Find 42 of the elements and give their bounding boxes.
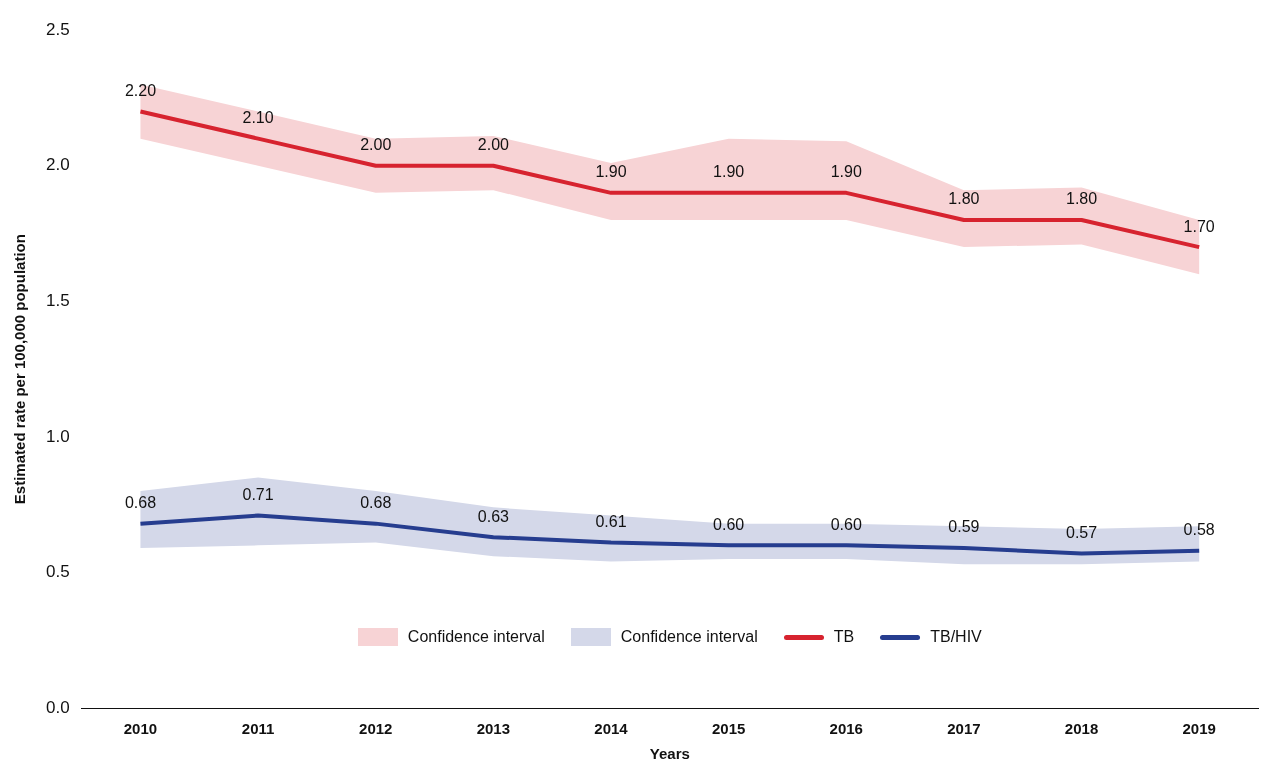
y-tick-label: 2.5: [45, 19, 70, 39]
data-label: 0.60: [713, 515, 745, 533]
x-tick-label: 2018: [1064, 720, 1099, 738]
data-label: 0.68: [124, 494, 157, 512]
y-tick-label: 1.5: [45, 291, 70, 311]
y-tick-label: 1.0: [45, 426, 70, 446]
data-label: 0.71: [242, 485, 274, 503]
data-label: 1.70: [1183, 217, 1215, 235]
x-tick-label: 2013: [476, 720, 511, 738]
y-tick-label: 0.0: [45, 697, 70, 717]
x-tick-label: 2010: [123, 720, 158, 738]
x-tick-label: 2011: [241, 720, 275, 738]
x-tick-label: 2014: [594, 720, 629, 738]
data-label: 1.90: [713, 163, 745, 181]
legend-label: TB/HIV: [930, 628, 982, 646]
x-tick-label: 2015: [711, 720, 746, 738]
data-label: 0.58: [1183, 521, 1215, 539]
data-label: 0.59: [948, 518, 980, 536]
data-label: 0.68: [360, 494, 392, 512]
data-label: 1.80: [948, 190, 980, 208]
data-label: 0.63: [477, 507, 510, 525]
y-tick-label: 0.5: [45, 562, 70, 582]
data-label: 2.00: [477, 136, 510, 154]
data-label: 2.00: [360, 136, 392, 154]
data-label: 2.20: [124, 81, 157, 99]
data-label: 0.61: [595, 513, 627, 531]
x-tick-label: 2016: [829, 720, 863, 738]
y-tick-label: 2.0: [45, 155, 70, 175]
data-label: 0.57: [1065, 523, 1098, 541]
x-tick-label: 2019: [1182, 720, 1216, 738]
x-tick-label: 2017: [947, 720, 981, 738]
data-label: 0.60: [830, 515, 862, 533]
data-label: 1.90: [595, 163, 627, 181]
y-axis-title: Estimated rate per 100,000 population: [11, 234, 29, 505]
x-axis-title: Years: [649, 745, 690, 763]
legend-label: TB: [833, 628, 855, 646]
annotation: Confidence interval: [407, 628, 545, 646]
data-label: 1.80: [1065, 190, 1098, 208]
annotation: Confidence interval: [620, 628, 758, 646]
data-label: 1.90: [830, 163, 862, 181]
x-tick-label: 2012: [359, 720, 393, 738]
data-label: 2.10: [242, 109, 274, 127]
